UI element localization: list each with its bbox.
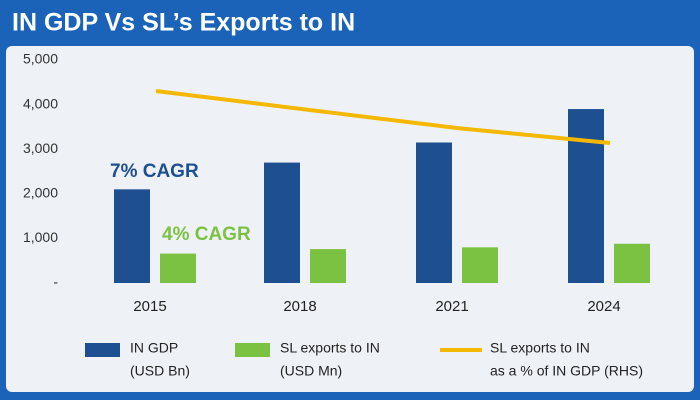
bar: [462, 247, 498, 283]
bar: [114, 189, 150, 283]
y-tick-label: -: [53, 274, 58, 290]
legend-note: (USD Bn): [130, 363, 190, 379]
x-tick-label: 2015: [133, 298, 166, 315]
bar: [614, 243, 650, 283]
bar: [568, 109, 604, 283]
legend-label: SL exports to IN: [280, 340, 380, 356]
bar: [264, 162, 300, 283]
line: [155, 88, 611, 145]
legend-swatch: [85, 343, 120, 357]
legend-swatch: [235, 343, 270, 357]
x-tick-label: 2018: [283, 298, 316, 315]
x-tick-label: 2021: [435, 298, 468, 315]
legend-note: as a % of IN GDP (RHS): [490, 363, 643, 379]
y-tick-label: 2,000: [23, 185, 58, 201]
y-tick-label: 5,000: [23, 51, 58, 67]
annotation: 4% CAGR: [162, 224, 251, 245]
bar: [160, 253, 196, 283]
x-tick-label: 2024: [587, 298, 620, 315]
bar: [310, 249, 346, 283]
legend-label: SL exports to IN: [490, 340, 590, 356]
bar: [416, 142, 452, 283]
y-tick-label: 3,000: [23, 140, 58, 156]
legend-label: IN GDP: [130, 340, 178, 356]
chart-title: IN GDP Vs SL’s Exports to IN: [12, 9, 355, 37]
legend-note: (USD Mn): [280, 363, 342, 379]
y-tick-label: 1,000: [23, 229, 58, 245]
annotation: 7% CAGR: [110, 161, 199, 182]
y-tick-label: 4,000: [23, 95, 58, 111]
